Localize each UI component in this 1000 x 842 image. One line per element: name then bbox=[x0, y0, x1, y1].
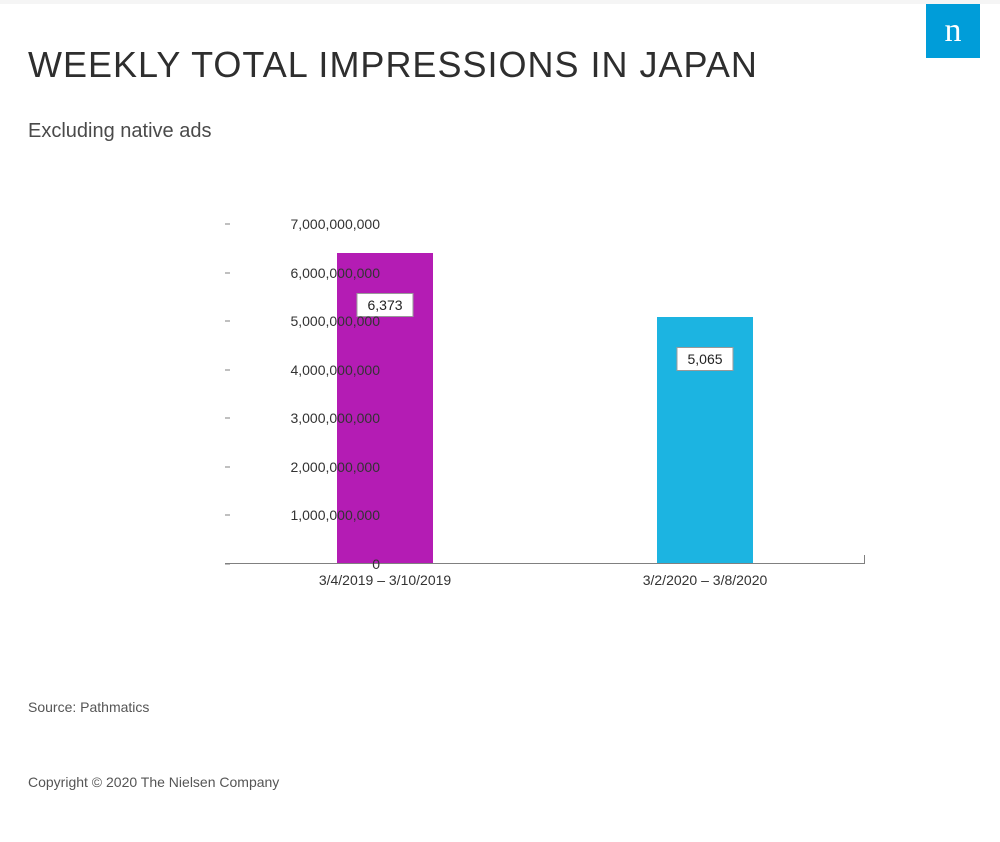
y-axis-tick-label: 1,000,000,000 bbox=[260, 507, 380, 523]
y-axis-tick-mark bbox=[225, 515, 230, 516]
brand-logo: n bbox=[926, 4, 980, 58]
y-axis-tick-mark bbox=[225, 418, 230, 419]
y-axis-tick-label: 7,000,000,000 bbox=[260, 216, 380, 232]
y-axis-tick-mark bbox=[225, 321, 230, 322]
brand-logo-glyph: n bbox=[945, 14, 962, 48]
y-axis-tick-mark bbox=[225, 272, 230, 273]
x-axis-tick-label: 3/2/2020 – 3/8/2020 bbox=[643, 572, 768, 588]
page-subtitle: Excluding native ads bbox=[28, 120, 211, 143]
bar-value-label: 5,065 bbox=[676, 347, 733, 371]
y-axis-tick-mark bbox=[225, 466, 230, 467]
y-axis-tick-mark bbox=[225, 564, 230, 565]
chart-axis-right-tick bbox=[864, 555, 865, 563]
y-axis-tick-label: 5,000,000,000 bbox=[260, 313, 380, 329]
source-text: Source: Pathmatics bbox=[28, 699, 149, 715]
y-axis-tick-label: 0 bbox=[260, 556, 380, 572]
page-container: n WEEKLY TOTAL IMPRESSIONS IN JAPAN Excl… bbox=[0, 4, 1000, 842]
chart-bar: 5,065 bbox=[657, 317, 753, 563]
y-axis-tick-label: 6,000,000,000 bbox=[260, 265, 380, 281]
y-axis-tick-mark bbox=[225, 224, 230, 225]
y-axis-tick-mark bbox=[225, 369, 230, 370]
y-axis-tick-label: 4,000,000,000 bbox=[260, 362, 380, 378]
y-axis-tick-label: 2,000,000,000 bbox=[260, 459, 380, 475]
x-axis-tick-label: 3/4/2019 – 3/10/2019 bbox=[319, 572, 451, 588]
copyright-text: Copyright © 2020 The Nielsen Company bbox=[28, 774, 279, 790]
y-axis-tick-label: 3,000,000,000 bbox=[260, 410, 380, 426]
bar-chart: 6,3735,065 01,000,000,0002,000,000,0003,… bbox=[100, 224, 900, 594]
page-title: WEEKLY TOTAL IMPRESSIONS IN JAPAN bbox=[28, 44, 758, 86]
